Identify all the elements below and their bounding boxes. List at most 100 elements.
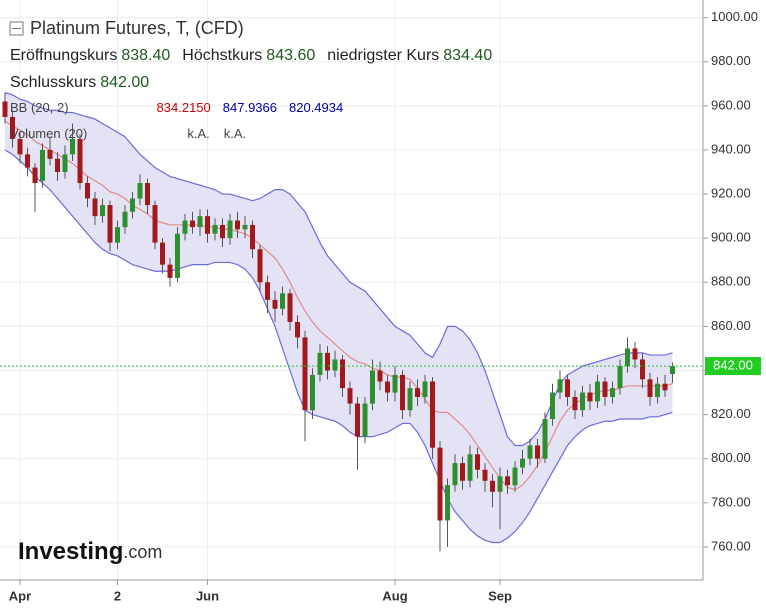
x-tick-label: Aug (382, 588, 407, 603)
y-tick-label: 820.00 (711, 406, 751, 421)
y-tick-label: 780.00 (711, 494, 751, 509)
y-tick-label: 920.00 (711, 186, 751, 201)
candle-body (220, 224, 225, 239)
watermark-suffix: .com (123, 542, 162, 562)
candle-body (235, 220, 240, 230)
candle-body (490, 480, 495, 492)
candle-body (55, 158, 60, 173)
candle-body (587, 392, 593, 402)
candle-body (160, 242, 165, 265)
candle-body (325, 352, 330, 371)
candle-body (347, 388, 353, 404)
y-tick-label: 860.00 (711, 318, 751, 333)
candle-body (250, 224, 255, 250)
candle-body (662, 383, 668, 391)
x-tick-label: Sep (488, 588, 512, 603)
ohlc-line: Eröffnungskurs 838.40 Höchstkurs 843.60 nied… (10, 47, 492, 64)
y-tick-label: 800.00 (711, 450, 751, 465)
candle-body (542, 419, 548, 459)
candle-body (197, 216, 203, 228)
candle-body (497, 476, 503, 492)
candle-body (655, 383, 660, 397)
y-tick-label: 900.00 (711, 230, 751, 245)
candle-body (100, 205, 105, 217)
candle-body (632, 348, 638, 360)
y-tick-label: 960.00 (711, 97, 751, 112)
candle-body (182, 220, 188, 234)
axes: 760.00780.00800.00820.00840.00860.00880.… (9, 9, 761, 603)
chart-title: Platinum Futures, T, (CFD) (30, 18, 244, 38)
candle-body (467, 454, 473, 481)
candle-body (482, 469, 488, 481)
candle-body (572, 396, 578, 411)
candle-body (505, 476, 510, 486)
last-price-box (705, 357, 761, 376)
candle-body (527, 445, 533, 459)
candle-body (122, 211, 128, 228)
candle-body (422, 381, 428, 397)
close-line: Schlusskurs 842.00 (10, 74, 149, 91)
candle-body (77, 138, 83, 184)
candle-body (452, 463, 458, 486)
open-label: Eröffnungskurs (10, 47, 117, 64)
y-tick-label: 940.00 (711, 141, 751, 156)
candle-body (625, 348, 630, 367)
candle-body (550, 392, 555, 420)
candle-body (400, 374, 405, 411)
candle-body (280, 293, 285, 309)
candle-body (565, 379, 570, 397)
volume-label: Volumen (20) (10, 126, 87, 141)
candle-body (557, 379, 563, 393)
candle-body (415, 388, 420, 397)
candle-body (92, 198, 98, 217)
candle-body (647, 379, 653, 397)
candle-body (107, 205, 113, 243)
candle-body (25, 154, 30, 168)
candle-body (362, 403, 368, 437)
candle-body (205, 216, 210, 234)
candle-body (520, 458, 525, 468)
candle-body (340, 359, 345, 389)
volume-a: k.A. (187, 126, 209, 141)
candle-body (190, 220, 195, 228)
candle-body (475, 454, 480, 470)
candle-body (355, 403, 360, 437)
candle-body (512, 467, 518, 486)
candle-body (137, 183, 143, 199)
candle-body (85, 183, 90, 199)
candle-body (392, 374, 398, 393)
candle-body (617, 366, 623, 389)
volume-b: k.A. (224, 126, 246, 141)
candle-body (535, 445, 540, 459)
candle-body (242, 224, 248, 230)
last-price-label: 842.00 (713, 358, 753, 373)
high-label: Höchstkurs (182, 47, 262, 64)
close-value: 842.00 (100, 74, 149, 91)
bb-lower: 820.4934 (289, 100, 343, 115)
bollinger-band-line (4, 149, 673, 544)
candle-body (670, 366, 675, 375)
candle-body (287, 293, 293, 322)
candle-body (265, 282, 270, 300)
candle-body (47, 149, 53, 159)
candle-body (595, 381, 600, 402)
candle-body (460, 463, 465, 481)
watermark-brand: Investing (18, 538, 123, 565)
candle-body (580, 392, 585, 411)
candle-body (115, 227, 120, 243)
candle-body (272, 299, 278, 309)
candle-body (295, 321, 300, 338)
x-tick-label: 2 (114, 588, 121, 603)
candle-body (385, 381, 390, 393)
candle-body (227, 220, 233, 239)
candle-body (377, 370, 383, 382)
candle-body (152, 205, 158, 243)
y-tick-label: 880.00 (711, 274, 751, 289)
candle-body (10, 116, 15, 139)
close-label: Schlusskurs (10, 74, 96, 91)
y-tick-label: 760.00 (711, 538, 751, 553)
candle-body (70, 138, 75, 155)
candle-body (302, 337, 308, 411)
